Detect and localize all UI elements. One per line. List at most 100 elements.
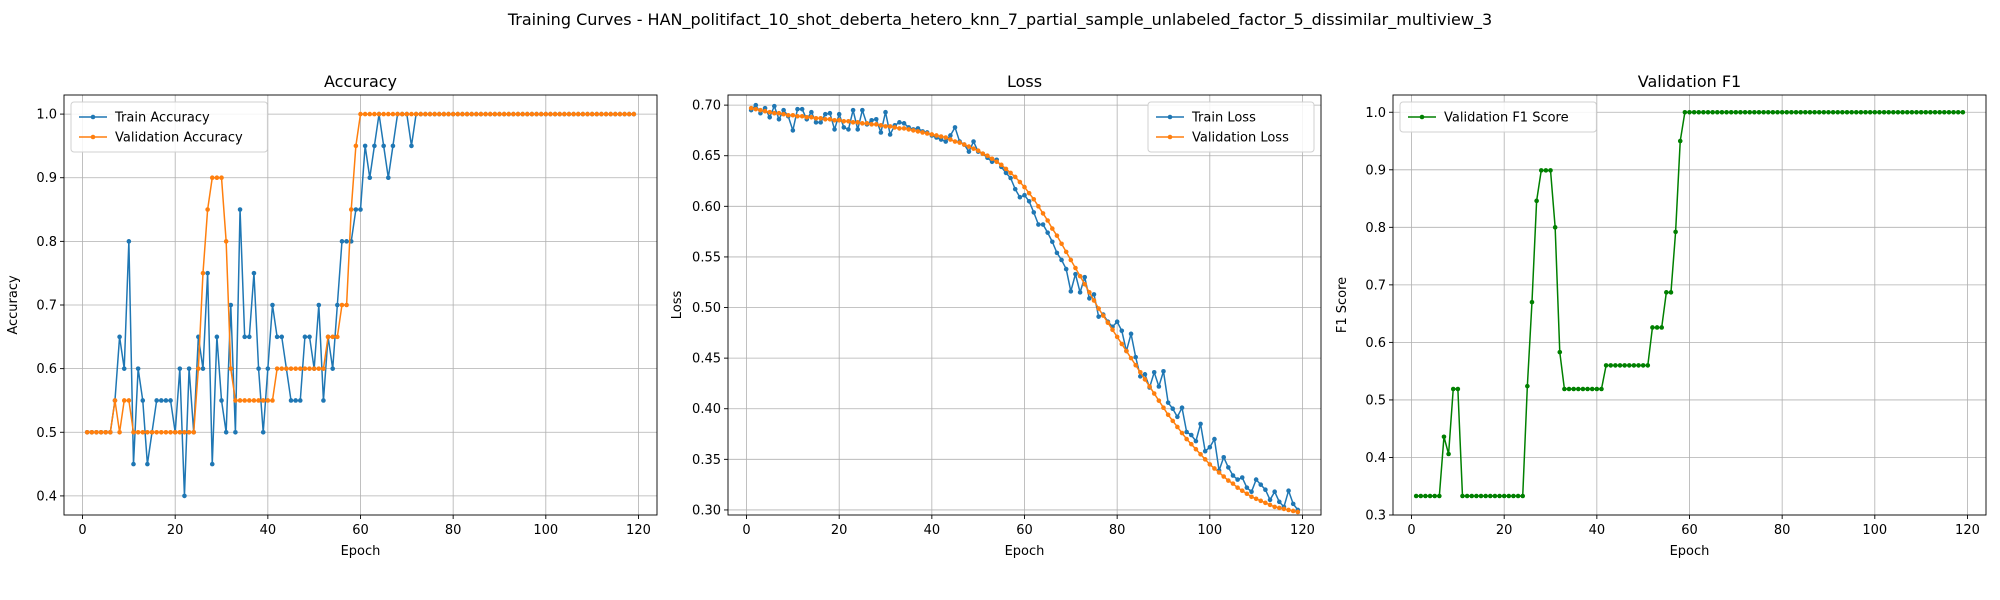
- data-point: [1119, 328, 1125, 334]
- data-point: [339, 302, 345, 308]
- data-point: [846, 119, 851, 124]
- data-point: [223, 239, 229, 244]
- data-point: [1188, 441, 1194, 447]
- data-point: [1432, 493, 1437, 499]
- y-tick-label: 0.8: [1365, 221, 1386, 236]
- data-point: [242, 398, 247, 403]
- data-point: [1008, 175, 1013, 181]
- data-point: [399, 111, 405, 117]
- data-point: [1779, 109, 1785, 115]
- data-point: [1506, 493, 1512, 499]
- data-point: [219, 175, 224, 181]
- data-point: [1640, 363, 1646, 368]
- data-point: [1077, 273, 1083, 279]
- data-point: [131, 461, 136, 467]
- data-point: [446, 111, 451, 117]
- data-point: [121, 398, 127, 403]
- data-point: [237, 207, 243, 212]
- data-point: [1756, 109, 1762, 115]
- y-tick-label: 1.0: [36, 108, 57, 123]
- legend-box: [1147, 101, 1315, 153]
- data-point: [274, 366, 280, 371]
- data-point: [409, 143, 414, 149]
- data-point: [228, 366, 234, 371]
- data-point: [182, 493, 187, 499]
- data-point: [818, 120, 823, 125]
- data-point: [1923, 109, 1929, 115]
- y-axis-label: F1 Score: [1335, 277, 1350, 333]
- data-point: [177, 366, 183, 371]
- data-point: [209, 175, 215, 181]
- data-point: [1040, 211, 1046, 216]
- y-tick-label: 0.9: [36, 171, 57, 186]
- x-tick-label: 80: [1109, 523, 1126, 538]
- data-point: [809, 114, 814, 120]
- legend: Train Accuracy Validation Accuracy: [70, 101, 268, 153]
- data-point: [948, 133, 953, 138]
- data-point: [878, 130, 884, 135]
- data-point: [1872, 109, 1878, 115]
- data-point: [613, 111, 618, 117]
- data-point: [395, 111, 400, 117]
- data-point: [529, 111, 535, 117]
- data-point: [1235, 485, 1240, 490]
- data-point: [1501, 493, 1507, 499]
- data-point: [1761, 109, 1766, 115]
- data-point: [112, 398, 118, 403]
- data-point: [450, 111, 456, 117]
- data-point: [386, 175, 391, 181]
- data-point: [1599, 386, 1604, 392]
- data-point: [631, 111, 637, 117]
- data-point: [1715, 109, 1720, 115]
- data-point: [1003, 170, 1009, 176]
- data-point: [850, 107, 856, 113]
- y-tick-label: 0.4: [1365, 451, 1386, 466]
- data-point: [878, 123, 884, 128]
- data-point: [163, 429, 169, 435]
- data-point: [860, 107, 865, 113]
- data-point: [552, 111, 558, 117]
- data-point: [145, 461, 150, 467]
- legend-marker: [1167, 134, 1173, 140]
- data-point: [1221, 474, 1227, 479]
- legend-marker: [1419, 114, 1425, 120]
- data-point: [219, 398, 224, 403]
- data-point: [1179, 405, 1185, 411]
- x-tick-label: 60: [352, 523, 369, 538]
- data-point: [362, 143, 368, 149]
- data-point: [1793, 109, 1799, 115]
- data-point: [223, 429, 229, 435]
- data-point: [418, 111, 424, 117]
- data-point: [1626, 363, 1632, 368]
- data-point: [1478, 493, 1484, 499]
- data-point: [1198, 451, 1203, 457]
- y-tick-label: 0.60: [692, 200, 721, 215]
- data-point: [1267, 497, 1273, 503]
- data-point: [1045, 230, 1050, 235]
- legend-label: Validation F1 Score: [1444, 111, 1569, 126]
- data-point: [1198, 421, 1203, 427]
- chart-title: Loss: [1007, 72, 1042, 91]
- data-point: [1175, 424, 1180, 430]
- data-point: [1142, 372, 1148, 377]
- data-point: [1701, 109, 1706, 115]
- data-point: [952, 125, 958, 130]
- data-point: [321, 398, 326, 403]
- data-point: [873, 122, 879, 127]
- data-point: [131, 429, 136, 435]
- data-point: [163, 398, 169, 403]
- data-point: [1608, 363, 1614, 368]
- figure-title: Training Curves - HAN_politifact_10_shot…: [507, 10, 1492, 30]
- data-point: [251, 270, 257, 276]
- y-tick-label: 0.45: [692, 352, 721, 367]
- data-point: [200, 366, 206, 371]
- data-point: [966, 149, 972, 154]
- data-point: [772, 103, 777, 109]
- data-point: [1474, 493, 1479, 499]
- data-point: [1886, 109, 1892, 115]
- data-point: [237, 398, 243, 403]
- data-point: [205, 270, 210, 276]
- data-point: [311, 366, 317, 371]
- data-point: [566, 111, 572, 117]
